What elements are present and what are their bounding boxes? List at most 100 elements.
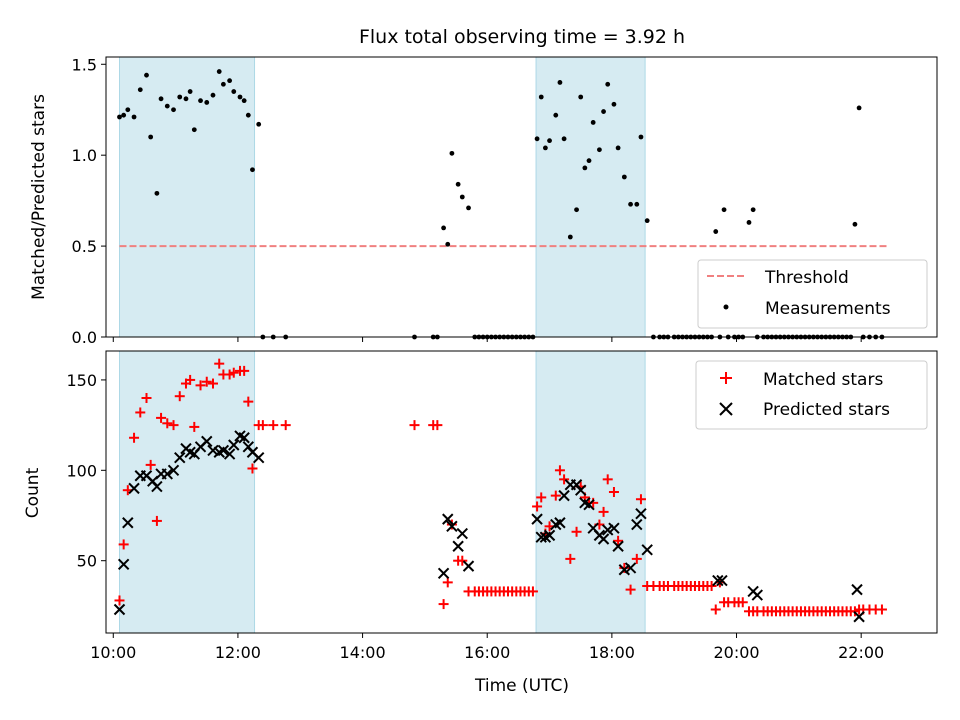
measurement-point [117, 114, 122, 120]
measurement-point [567, 234, 573, 240]
shaded-region [119, 350, 256, 634]
matched-star-point [631, 553, 642, 564]
predicted-star-point [174, 451, 186, 464]
chart-title: Flux total observing time = 3.92 h [359, 26, 685, 48]
predicted-star-point [716, 574, 728, 587]
matched-star-point [247, 463, 258, 474]
measurement-point [713, 229, 719, 234]
matched-star-point [156, 412, 167, 423]
predicted-star-point [583, 498, 595, 511]
y-tick-label: 50 [77, 552, 97, 571]
matched-star-point [613, 535, 624, 546]
bottom-x-ticks: 10:00 12:00 14:00 16:00 18:00 20:00 22:00 [90, 633, 884, 662]
measurement-point [191, 127, 197, 133]
predicted-star-point [201, 435, 213, 448]
measurement-point [597, 147, 602, 153]
bottom-y-axis-label: Count [23, 467, 43, 518]
x-tick-label: 14:00 [340, 643, 386, 662]
measurement-point [121, 112, 127, 118]
matched-star-point [438, 599, 449, 610]
matched-star-point [598, 506, 609, 517]
y-tick-label: 150 [66, 371, 97, 390]
measurement-point [542, 145, 548, 151]
measurement-point [241, 98, 247, 104]
matched-star-point [174, 391, 185, 402]
matched-star-point [432, 420, 443, 431]
measurement-point [574, 207, 579, 213]
matched-star-point [151, 515, 162, 526]
matched-star-point [214, 358, 225, 369]
matched-star-point [189, 421, 200, 432]
matched-star-point [162, 418, 173, 429]
matched-star-point [207, 378, 218, 389]
matched-star-point [619, 562, 630, 573]
matched-star-point [409, 420, 420, 431]
measurement-point [164, 103, 170, 109]
measurement-point [852, 221, 858, 227]
measurement-point [237, 94, 243, 100]
matched-star-point [602, 474, 613, 485]
x-tick-label: 10:00 [90, 643, 136, 662]
measurement-point [245, 112, 251, 118]
predicted-star-point [554, 517, 566, 529]
top-panel: 0.0 0.5 1.0 1.5 Flux total observing time =… [29, 26, 938, 347]
measurement-point [856, 105, 862, 111]
measurement-point [561, 136, 567, 142]
top-y-axis-label: Matched/Predicted stars [29, 94, 49, 300]
predicted-star-point [641, 544, 653, 556]
measurement-point [746, 220, 752, 225]
predicted-star-point [456, 527, 468, 540]
predicted-star-point [161, 468, 173, 480]
predicted-star-point [531, 513, 543, 525]
matched-star-point [706, 581, 717, 591]
bottom-panel: 50 100 150 10:00 12:00 14:00 16:00 18:00 20:00 2… [23, 350, 938, 696]
legend-matched-swatch [720, 372, 732, 384]
top-y-ticks: 0.0 0.5 1.0 1.5 [72, 55, 106, 347]
predicted-star-point [535, 531, 547, 543]
measurement-point [144, 72, 149, 78]
measurement-point [204, 100, 210, 105]
y-tick-label: 1.0 [72, 146, 97, 165]
predicted-star-point [122, 517, 134, 529]
predicted-star-point [442, 513, 454, 525]
legend-measurements-swatch [723, 304, 729, 310]
predicted-star-point [851, 583, 863, 596]
measurement-point [250, 167, 255, 173]
predicted-star-point [452, 540, 464, 552]
measurement-point [721, 207, 727, 213]
matched-star-point [145, 459, 156, 470]
top-x-ticks [112, 337, 862, 342]
matched-star-point [442, 577, 453, 588]
measurement-point [210, 92, 216, 98]
legend-predicted-swatch [719, 402, 733, 416]
matched-star-point [554, 465, 565, 476]
measurement-point [125, 107, 131, 113]
matched-star-point [129, 432, 140, 443]
matched-star-point [135, 407, 146, 418]
matched-star-point [550, 490, 561, 501]
predicted-star-point [712, 574, 724, 587]
matched-star-point [280, 420, 291, 431]
matched-star-point [118, 539, 129, 550]
measurement-point [220, 81, 226, 87]
y-tick-label: 0.0 [72, 328, 97, 347]
x-tick-label: 20:00 [713, 643, 759, 662]
shaded-region [535, 56, 646, 338]
bottom-legend-box [695, 360, 928, 430]
measurement-point [586, 158, 592, 164]
measurement-point [590, 120, 596, 125]
predicted-star-point [575, 484, 587, 496]
measurement-point [634, 201, 640, 207]
x-axis-label: Time (UTC) [474, 676, 569, 696]
x-tick-label: 22:00 [838, 643, 884, 662]
top-legend: Threshold Measurements [697, 259, 928, 329]
y-tick-label: 100 [66, 461, 97, 480]
x-tick-label: 16:00 [464, 643, 510, 662]
predicted-star-point [853, 611, 865, 623]
predicted-star-point [624, 562, 637, 574]
legend-predicted-label: Predicted stars [763, 400, 890, 420]
measurement-point [557, 80, 563, 85]
measurement-point [534, 136, 540, 142]
matched-star-point [565, 553, 576, 564]
